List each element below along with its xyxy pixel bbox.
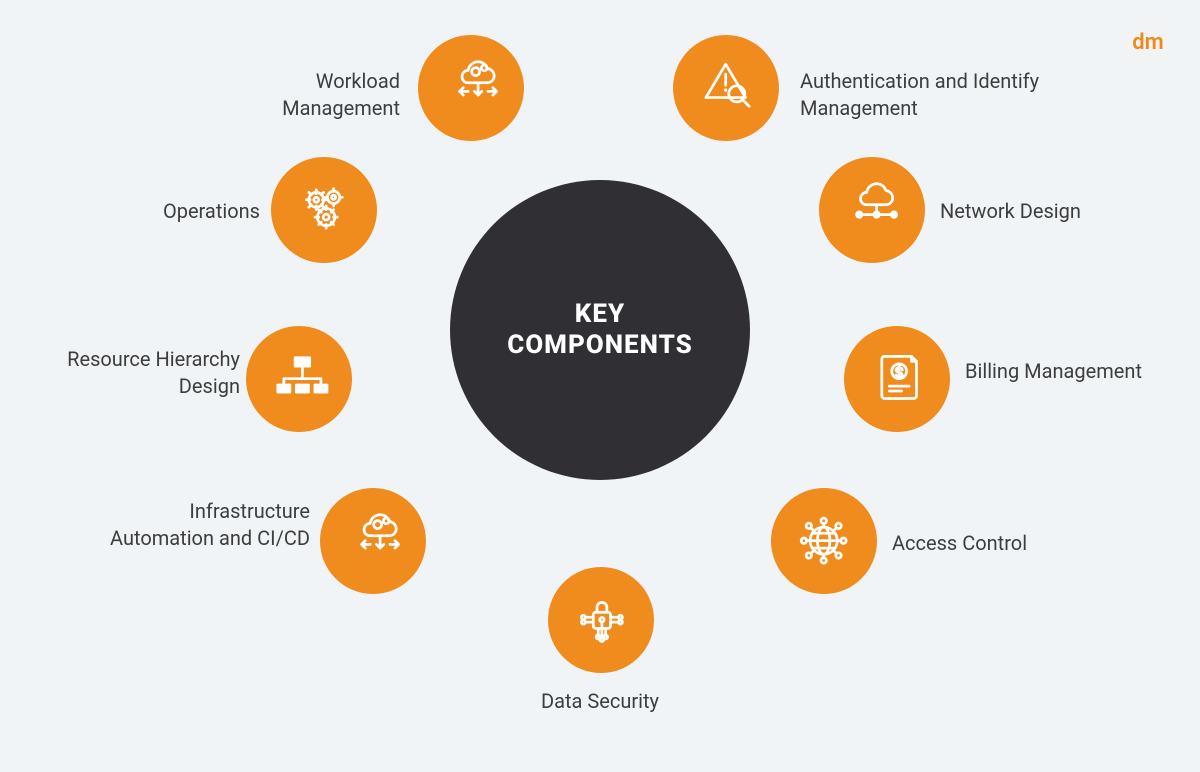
label-auth-identity: Authentication and Identify Management [800,68,1060,122]
node-access-control [771,488,877,594]
node-workload-management [418,35,524,141]
hierarchy-icon [269,349,328,408]
label-resource-hierarchy: Resource Hierarchy Design [40,346,240,400]
node-auth-identity [673,35,779,141]
cloud-gears-arrows-icon [343,511,402,570]
invoice-dollar-icon [867,349,926,408]
center-hub-title: KEY COMPONENTS [507,299,693,361]
gears-icon [294,180,353,239]
label-operations: Operations [60,198,260,225]
warning-magnify-icon [696,58,755,117]
node-network-design [819,157,925,263]
cloud-gears-arrows-icon [441,58,500,117]
label-data-security: Data Security [500,688,700,715]
center-hub: KEY COMPONENTS [450,180,750,480]
brand-logo: dm [1123,17,1173,67]
node-billing [844,326,950,432]
lock-circuit-icon [571,590,630,649]
globe-network-icon [794,511,853,570]
label-workload-management: Workload Management [200,68,400,122]
node-resource-hierarchy [246,326,352,432]
node-data-security [548,567,654,673]
label-infra-cicd: Infrastructure Automation and CI/CD [110,498,310,552]
cloud-network-icon [842,180,901,239]
brand-logo-text: dm [1132,30,1164,55]
label-billing: Billing Management [965,358,1165,385]
node-infra-cicd [320,488,426,594]
infographic-canvas: dm KEY COMPONENTS Workload Management Aut… [0,0,1200,772]
label-network-design: Network Design [940,198,1160,225]
node-operations [271,157,377,263]
label-access-control: Access Control [892,530,1092,557]
